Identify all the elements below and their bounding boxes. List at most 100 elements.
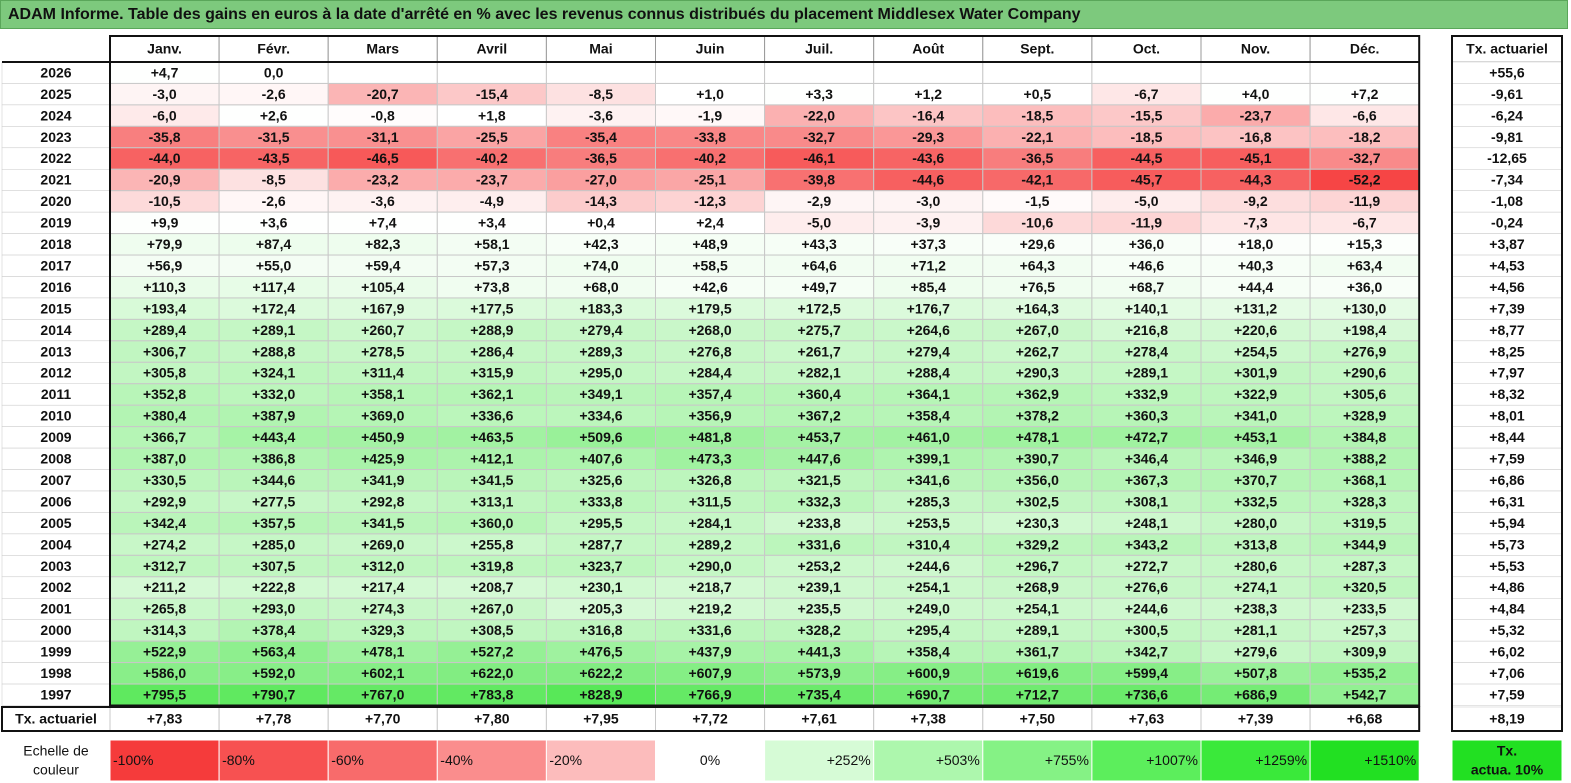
cell-value: +367,3 <box>1125 472 1168 488</box>
cell-value: +248,1 <box>1125 515 1168 531</box>
cell-value: +267,0 <box>1016 322 1059 338</box>
month-header-label: Nov. <box>1241 41 1270 57</box>
cell-value: +217,4 <box>361 579 404 595</box>
month-header-label: Oct. <box>1133 41 1160 57</box>
cell-value: -23,7 <box>476 172 508 188</box>
cell-value: -23,7 <box>1240 107 1272 123</box>
cell-value: +324,1 <box>252 365 295 381</box>
cell-value: -11,9 <box>1131 215 1162 231</box>
cell-value: +828,9 <box>579 686 622 702</box>
title-bar: ADAM Informe. Table des gains en euros à… <box>0 0 1568 29</box>
cell-value: +183,3 <box>579 300 622 316</box>
footer-annual-value: +8,19 <box>1489 711 1525 727</box>
annual-value: +3,87 <box>1489 236 1525 252</box>
year-label: 2007 <box>40 472 71 488</box>
cell-value: +68,7 <box>1129 279 1165 295</box>
cell-value: +272,7 <box>1125 558 1168 574</box>
annual-column-border <box>1451 35 1563 732</box>
cell-value: -46,5 <box>367 150 399 166</box>
cell-value: -29,3 <box>912 129 944 145</box>
cell-value: +15,3 <box>1347 236 1383 252</box>
cell-value: +387,0 <box>143 451 186 467</box>
cell-value: -35,8 <box>149 129 181 145</box>
cell-value: +276,6 <box>1125 579 1168 595</box>
cell-value: +2,4 <box>696 215 724 231</box>
cell-value: +235,5 <box>798 601 841 617</box>
cell-value: +293,0 <box>252 601 295 617</box>
scale-step-label: -40% <box>440 752 473 768</box>
year-label: 1998 <box>40 665 71 681</box>
cell-value: +364,1 <box>907 386 950 402</box>
footer-cell <box>1200 706 1311 732</box>
table-cell <box>1091 61 1202 84</box>
cell-value: +313,1 <box>470 493 513 509</box>
cell-value: +362,1 <box>470 386 513 402</box>
cell-value: +4,7 <box>151 64 179 80</box>
cell-value: -39,8 <box>803 172 835 188</box>
scale-swatch <box>436 739 547 782</box>
table-cell <box>764 61 875 84</box>
cell-value: +311,4 <box>362 365 405 381</box>
cell-value: -3,6 <box>371 193 395 209</box>
cell-value: +117,4 <box>252 279 295 295</box>
annual-value: +8,32 <box>1489 386 1525 402</box>
cell-value: +193,4 <box>143 300 186 316</box>
cell-value: +307,5 <box>252 558 295 574</box>
cell-value: +289,3 <box>579 343 622 359</box>
annual-value: +7,39 <box>1489 300 1525 316</box>
page-title: ADAM Informe. Table des gains en euros à… <box>8 6 1081 23</box>
footer-border <box>1 706 1421 732</box>
year-label: 2005 <box>40 515 71 531</box>
cell-value: +321,5 <box>798 472 841 488</box>
cell-value: +783,8 <box>470 686 513 702</box>
cell-value: +36,0 <box>1129 236 1165 252</box>
cell-value: +238,3 <box>1234 601 1277 617</box>
month-header-label: Sept. <box>1020 41 1054 57</box>
cell-value: +328,3 <box>1343 493 1386 509</box>
cell-value: -40,2 <box>476 150 508 166</box>
cell-value: +332,3 <box>798 493 841 509</box>
cell-value: -40,2 <box>694 150 726 166</box>
cell-value: +42,3 <box>583 236 619 252</box>
annual-value: -7,34 <box>1491 172 1523 188</box>
cell-value: +320,5 <box>1343 579 1386 595</box>
cell-value: -31,1 <box>367 129 399 145</box>
scale-swatch <box>873 739 984 782</box>
scale-label-line2: couleur <box>33 762 79 778</box>
cell-value: +329,3 <box>361 622 404 638</box>
cell-value: -18,5 <box>1130 129 1162 145</box>
cell-value: +380,4 <box>143 408 186 424</box>
cell-value: +390,7 <box>1016 451 1059 467</box>
month-header-label: Juil. <box>805 41 833 57</box>
footer-value: +7,70 <box>365 711 401 727</box>
cell-value: +370,7 <box>1234 472 1277 488</box>
cell-value: +330,5 <box>143 472 186 488</box>
scale-swatch <box>1309 739 1420 782</box>
cell-value: +342,7 <box>1125 644 1168 660</box>
footer-cell <box>545 706 657 732</box>
cell-value: +3,4 <box>478 215 506 231</box>
cell-value: +59,4 <box>365 257 401 273</box>
cell-value: +478,1 <box>361 644 404 660</box>
year-label: 2014 <box>40 322 71 338</box>
cell-value: +329,2 <box>1016 536 1059 552</box>
cell-value: +71,2 <box>911 257 947 273</box>
cell-value: +76,5 <box>1020 279 1056 295</box>
cell-value: -36,5 <box>1021 150 1053 166</box>
cell-value: +257,3 <box>1343 622 1386 638</box>
year-label: 2020 <box>40 193 71 209</box>
cell-value: +3,6 <box>260 215 288 231</box>
cell-value: +205,3 <box>579 601 622 617</box>
cell-value: -6,0 <box>152 107 176 123</box>
cell-value: +222,8 <box>252 579 295 595</box>
cell-value: +592,0 <box>252 665 295 681</box>
cell-value: +255,8 <box>470 536 513 552</box>
annual-scale-label-line1: Tx. <box>1497 743 1517 759</box>
cell-value: +461,0 <box>907 429 950 445</box>
cell-value: +316,8 <box>579 622 622 638</box>
year-label: 2023 <box>40 129 71 145</box>
cell-value: +425,9 <box>361 451 404 467</box>
cell-value: +1,8 <box>478 107 506 123</box>
cell-value: -44,5 <box>1130 150 1162 166</box>
